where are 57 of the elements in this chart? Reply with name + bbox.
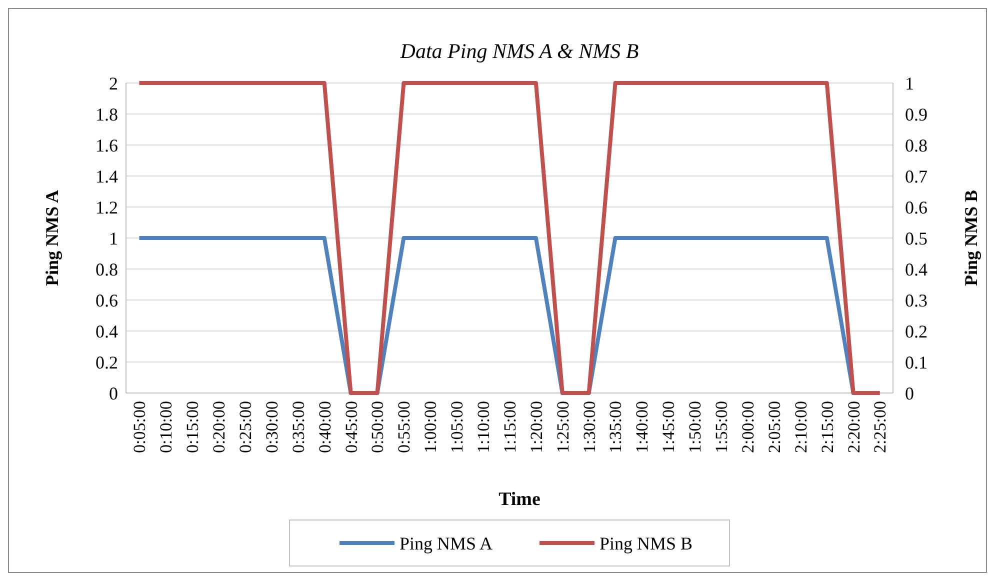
y-tick-label: 2 xyxy=(109,73,118,94)
legend-label: Ping NMS B xyxy=(600,533,693,554)
x-tick-label: 0:25:00 xyxy=(236,401,255,453)
x-tick-label: 0:35:00 xyxy=(288,401,308,453)
x-tick-label: 1:50:00 xyxy=(686,401,705,453)
y-tick-label: 1.6 xyxy=(96,135,118,156)
x-tick-label: 2:05:00 xyxy=(764,401,784,453)
y2-axis-title: Ping NMS B xyxy=(961,190,981,286)
y-axis-title: Ping NMS A xyxy=(42,190,62,286)
y2-tick-label: 0.8 xyxy=(905,135,928,156)
x-tick-label: 1:05:00 xyxy=(448,401,467,453)
x-tick-label: 0:55:00 xyxy=(394,401,414,453)
y2-tick-label: 0.5 xyxy=(905,228,928,248)
x-tick-label: 1:35:00 xyxy=(606,401,626,453)
x-tick-label: 0:10:00 xyxy=(156,401,176,453)
y-tick-label: 0.8 xyxy=(96,259,118,280)
y-tick-label: 0.2 xyxy=(96,352,118,372)
x-tick-label: 1:40:00 xyxy=(632,401,652,453)
legend-label: Ping NMS A xyxy=(400,533,493,554)
x-tick-label: 0:15:00 xyxy=(183,401,202,453)
x-tick-label: 2:00:00 xyxy=(738,401,758,453)
x-tick-label: 0:20:00 xyxy=(210,401,229,453)
x-tick-label: 0:45:00 xyxy=(342,401,361,453)
x-tick-label: 0:05:00 xyxy=(130,401,150,453)
x-tick-label: 0:50:00 xyxy=(368,401,388,453)
y2-tick-label: 0.3 xyxy=(905,290,928,310)
x-tick-label: 1:10:00 xyxy=(474,401,493,453)
y-tick-label: 0.6 xyxy=(96,290,118,310)
y2-tick-label: 0.7 xyxy=(905,166,928,186)
x-tick-label: 1:45:00 xyxy=(659,401,678,453)
y-tick-label: 1.8 xyxy=(96,104,118,124)
x-tick-label: 2:20:00 xyxy=(844,401,864,453)
x-tick-label: 2:10:00 xyxy=(791,401,810,453)
y2-tick-label: 0 xyxy=(905,383,914,404)
y2-tick-label: 0.9 xyxy=(905,104,928,124)
y-tick-label: 1 xyxy=(109,228,118,248)
y-tick-label: 0 xyxy=(109,383,118,404)
y2-tick-label: 0.4 xyxy=(905,259,928,280)
x-tick-label: 0:30:00 xyxy=(262,401,282,453)
y2-tick-label: 1 xyxy=(905,73,914,94)
x-tick-label: 0:40:00 xyxy=(315,401,334,453)
x-axis-title: Time xyxy=(498,489,540,510)
x-tick-label: 1:55:00 xyxy=(712,401,732,453)
y-tick-label: 0.4 xyxy=(96,321,118,342)
y2-tick-label: 0.1 xyxy=(905,352,928,372)
x-tick-label: 1:15:00 xyxy=(500,401,520,453)
x-tick-label: 1:30:00 xyxy=(580,401,599,453)
y-tick-label: 1.2 xyxy=(96,197,118,218)
x-tick-label: 2:25:00 xyxy=(870,401,890,453)
y-tick-label: 1.4 xyxy=(96,166,118,186)
x-tick-label: 1:20:00 xyxy=(526,401,546,453)
chart-title: Data Ping NMS A & NMS B xyxy=(399,39,639,63)
x-tick-label: 1:00:00 xyxy=(421,401,440,453)
y2-tick-label: 0.2 xyxy=(905,321,928,342)
x-tick-label: 1:25:00 xyxy=(553,401,572,453)
y2-tick-label: 0.6 xyxy=(905,197,928,218)
x-tick-label: 2:15:00 xyxy=(818,401,837,453)
